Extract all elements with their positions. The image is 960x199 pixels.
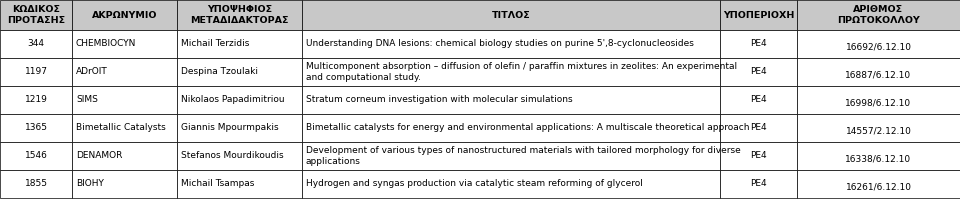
- Text: 1855: 1855: [25, 179, 47, 188]
- Bar: [177, 142, 302, 170]
- Bar: [72, 170, 177, 198]
- Bar: [72, 0, 177, 30]
- Bar: [302, 170, 720, 198]
- Bar: [177, 0, 302, 30]
- Bar: [0, 170, 72, 198]
- Bar: [720, 114, 797, 142]
- Bar: [0, 58, 72, 86]
- Bar: [177, 114, 302, 142]
- Text: Multicomponent absorption – diffusion of olefin / paraffin mixtures in zeolites:: Multicomponent absorption – diffusion of…: [306, 62, 737, 82]
- Text: Bimetallic Catalysts: Bimetallic Catalysts: [76, 124, 166, 133]
- Text: 1197: 1197: [25, 67, 47, 76]
- Text: BIOHY: BIOHY: [76, 179, 104, 188]
- Text: PE4: PE4: [750, 96, 767, 104]
- Text: PE4: PE4: [750, 39, 767, 49]
- Bar: [720, 170, 797, 198]
- Text: Understanding DNA lesions: chemical biology studies on purine 5',8-cyclonucleosi: Understanding DNA lesions: chemical biol…: [306, 39, 694, 49]
- Text: ΥΠΟΠΕΡΙΟΧΗ: ΥΠΟΠΕΡΙΟΧΗ: [723, 11, 794, 20]
- Text: Michail Terzidis: Michail Terzidis: [181, 39, 250, 49]
- Bar: [0, 86, 72, 114]
- Bar: [302, 142, 720, 170]
- Bar: [797, 170, 960, 198]
- Bar: [302, 0, 720, 30]
- Text: CHEMBIOCYN: CHEMBIOCYN: [76, 39, 136, 49]
- Bar: [720, 86, 797, 114]
- Text: SIMS: SIMS: [76, 96, 98, 104]
- Bar: [797, 58, 960, 86]
- Bar: [720, 0, 797, 30]
- Bar: [177, 170, 302, 198]
- Bar: [72, 86, 177, 114]
- Text: ΑΚΡΩΝΥΜΙΟ: ΑΚΡΩΝΥΜΙΟ: [92, 11, 157, 20]
- Bar: [0, 0, 72, 30]
- Text: Despina Tzoulaki: Despina Tzoulaki: [181, 67, 258, 76]
- Bar: [177, 58, 302, 86]
- Bar: [302, 114, 720, 142]
- Text: Bimetallic catalysts for energy and environmental applications: A multiscale the: Bimetallic catalysts for energy and envi…: [306, 124, 750, 133]
- Text: 16998/6.12.10: 16998/6.12.10: [846, 99, 912, 108]
- Bar: [302, 58, 720, 86]
- Text: Michail Tsampas: Michail Tsampas: [181, 179, 254, 188]
- Bar: [797, 86, 960, 114]
- Bar: [177, 30, 302, 58]
- Text: Stefanos Mourdikoudis: Stefanos Mourdikoudis: [181, 151, 283, 161]
- Text: 1546: 1546: [25, 151, 47, 161]
- Text: PE4: PE4: [750, 151, 767, 161]
- Text: 16692/6.12.10: 16692/6.12.10: [846, 43, 911, 52]
- Bar: [0, 142, 72, 170]
- Bar: [72, 142, 177, 170]
- Text: 1219: 1219: [25, 96, 47, 104]
- Bar: [720, 30, 797, 58]
- Text: 1365: 1365: [25, 124, 47, 133]
- Text: Development of various types of nanostructured materials with tailored morpholog: Development of various types of nanostru…: [306, 146, 741, 166]
- Text: ΚΩΔΙΚΟΣ
ΠΡΟΤΑΣΗΣ: ΚΩΔΙΚΟΣ ΠΡΟΤΑΣΗΣ: [7, 5, 65, 25]
- Text: 16887/6.12.10: 16887/6.12.10: [846, 71, 912, 80]
- Bar: [72, 58, 177, 86]
- Bar: [302, 30, 720, 58]
- Text: ΑΡΙΘΜΟΣ
ΠΡΩΤΟΚΟΛΛΟΥ: ΑΡΙΘΜΟΣ ΠΡΩΤΟΚΟΛΛΟΥ: [837, 5, 920, 25]
- Text: PE4: PE4: [750, 179, 767, 188]
- Text: 16338/6.12.10: 16338/6.12.10: [846, 155, 912, 164]
- Text: ADrOIT: ADrOIT: [76, 67, 108, 76]
- Bar: [0, 30, 72, 58]
- Bar: [72, 30, 177, 58]
- Text: Giannis Mpourmpakis: Giannis Mpourmpakis: [181, 124, 278, 133]
- Text: 14557/2.12.10: 14557/2.12.10: [846, 127, 911, 136]
- Bar: [797, 142, 960, 170]
- Text: DENAMOR: DENAMOR: [76, 151, 122, 161]
- Text: Nikolaos Papadimitriou: Nikolaos Papadimitriou: [181, 96, 284, 104]
- Bar: [797, 30, 960, 58]
- Text: ΤΙΤΛΟΣ: ΤΙΤΛΟΣ: [492, 11, 530, 20]
- Bar: [797, 0, 960, 30]
- Text: Stratum corneum investigation with molecular simulations: Stratum corneum investigation with molec…: [306, 96, 572, 104]
- Text: 344: 344: [28, 39, 44, 49]
- Text: ΥΠΟΨΗΦΙΟΣ
ΜΕΤΑΔΙΔΑΚΤΟΡΑΣ: ΥΠΟΨΗΦΙΟΣ ΜΕΤΑΔΙΔΑΚΤΟΡΑΣ: [190, 5, 289, 25]
- Text: PE4: PE4: [750, 67, 767, 76]
- Bar: [720, 58, 797, 86]
- Text: 16261/6.12.10: 16261/6.12.10: [846, 183, 911, 192]
- Bar: [720, 142, 797, 170]
- Bar: [72, 114, 177, 142]
- Bar: [302, 86, 720, 114]
- Bar: [797, 114, 960, 142]
- Text: PE4: PE4: [750, 124, 767, 133]
- Text: Hydrogen and syngas production via catalytic steam reforming of glycerol: Hydrogen and syngas production via catal…: [306, 179, 643, 188]
- Bar: [0, 114, 72, 142]
- Bar: [177, 86, 302, 114]
